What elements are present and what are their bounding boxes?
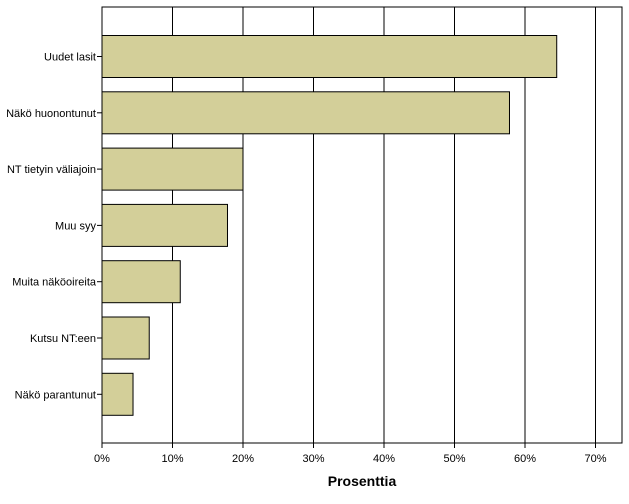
- bar: [101, 316, 150, 360]
- x-tick-label: 20%: [232, 453, 254, 465]
- y-tick-label: Muita näköoireita: [12, 277, 97, 289]
- x-tick-label: 60%: [514, 453, 536, 465]
- bars: [101, 35, 558, 416]
- x-axis-ticks: 0% 10% 20% 30% 40% 50% 60% 70%: [94, 443, 607, 465]
- bar: [101, 260, 181, 304]
- bar: [101, 91, 510, 135]
- x-tick-label: 30%: [302, 453, 324, 465]
- gridlines: [172, 7, 596, 443]
- bar: [101, 35, 558, 78]
- y-tick-label: Kutsu NT:een: [30, 333, 96, 345]
- y-axis-ticks: Uudet lasit Näkö huonontunut NT tietyin vä…: [6, 52, 102, 401]
- x-tick-label: 40%: [373, 453, 395, 465]
- x-tick-label: 0%: [94, 453, 110, 465]
- bar: [101, 147, 244, 191]
- x-tick-label: 10%: [161, 453, 183, 465]
- x-tick-label: 70%: [584, 453, 606, 465]
- y-tick-label: Uudet lasit: [44, 52, 96, 64]
- bar: [101, 203, 228, 247]
- y-tick-label: Näkö huonontunut: [6, 108, 96, 120]
- y-tick-label: Näkö parantunut: [15, 389, 96, 401]
- x-axis-title: Prosenttia: [328, 473, 397, 489]
- bar: [101, 372, 134, 416]
- y-tick-label: NT tietyin väliajoin: [7, 164, 96, 176]
- y-tick-label: Muu syy: [55, 220, 96, 232]
- x-tick-label: 50%: [443, 453, 465, 465]
